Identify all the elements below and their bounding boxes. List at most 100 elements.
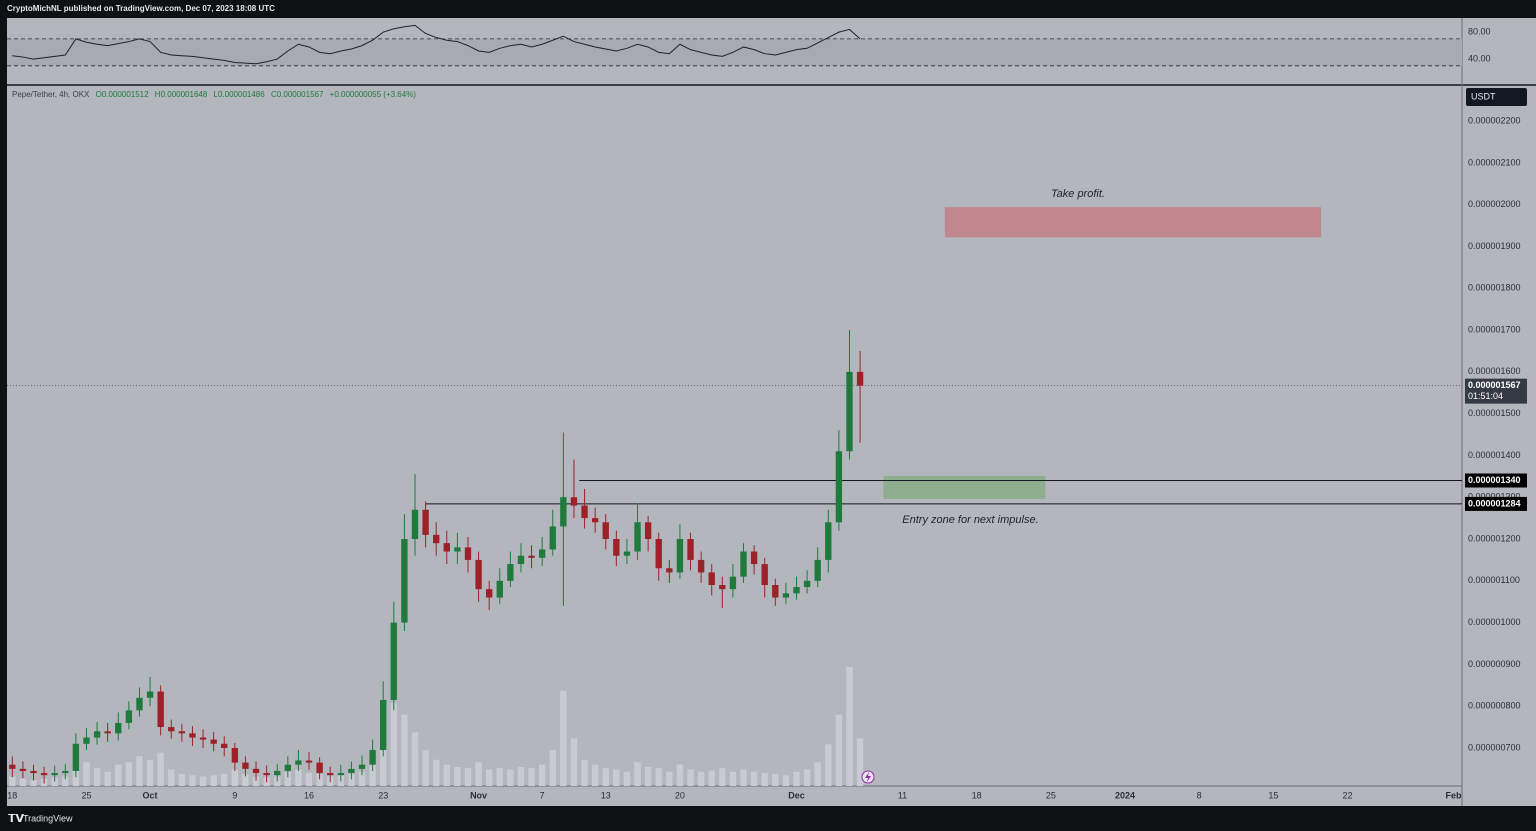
level-tag-label: 0.000001340	[1468, 475, 1521, 485]
level-tag-label: 0.000001284	[1468, 498, 1521, 508]
legend: Pepe/Tether, 4h, OKX O0.000001512 H0.000…	[12, 90, 416, 99]
price-pane	[7, 86, 1536, 806]
volume-bar	[644, 766, 652, 786]
candle-body	[793, 587, 800, 594]
volume-bar	[157, 752, 164, 786]
candle-body	[856, 371, 864, 386]
candle-body	[591, 518, 599, 523]
volume-bar	[401, 714, 408, 786]
candle-body	[634, 522, 641, 552]
countdown: 01:51:04	[1468, 391, 1503, 401]
volume-bar	[666, 771, 673, 786]
y-tick-label: 0.000000800	[1468, 701, 1521, 711]
volume-bar	[687, 769, 694, 786]
x-tick-label: Oct	[143, 790, 158, 800]
volume-bar	[433, 759, 440, 786]
brand: TradingView	[23, 813, 73, 823]
candle-body	[30, 770, 37, 774]
last-price-label: 0.000001567	[1468, 380, 1521, 390]
candle-body	[136, 697, 143, 711]
currency-label[interactable]: USDT	[1471, 91, 1496, 101]
candle-body	[846, 371, 853, 452]
volume-bar	[178, 774, 186, 786]
candle-body	[295, 760, 302, 765]
volume-bar	[719, 768, 726, 786]
zone-label: Entry zone for next impulse.	[902, 514, 1038, 526]
candle-body	[433, 534, 440, 544]
volume-bar	[316, 774, 323, 786]
volume-bar	[136, 756, 143, 786]
x-tick-label: 13	[601, 790, 611, 800]
volume-bar	[51, 777, 58, 786]
volume-bar	[613, 769, 620, 786]
volume-bar	[856, 738, 864, 786]
candle-body	[316, 762, 323, 774]
volume-bar	[485, 769, 493, 786]
y-tick-label: 0.000002100	[1468, 157, 1521, 167]
volume-bar	[634, 762, 641, 786]
publisher: CryptoMichNL published on TradingView.co…	[7, 4, 275, 13]
volume-bar	[30, 780, 37, 786]
y-tick-label: 0.000001100	[1468, 575, 1520, 585]
y-tick-label: 0.000001800	[1468, 283, 1521, 293]
candle-body	[115, 722, 122, 734]
candle-body	[401, 539, 408, 623]
currency-button[interactable]	[1466, 88, 1527, 106]
x-tick-label: Nov	[470, 790, 487, 800]
candle-body	[485, 589, 493, 598]
x-tick-label: 18	[7, 790, 17, 800]
volume-bar	[62, 776, 69, 786]
volume-layer	[9, 667, 864, 786]
legend-symbol: Pepe/Tether, 4h, OKX	[12, 90, 90, 99]
volume-bar	[199, 776, 207, 786]
y-tick-label: 0.000001200	[1468, 533, 1521, 543]
volume-bar	[252, 776, 260, 786]
candle-body	[761, 564, 768, 585]
volume-bar	[538, 764, 546, 786]
candle-body	[655, 539, 662, 569]
candle-body	[380, 699, 387, 751]
candle-body	[676, 539, 684, 573]
candle-body	[475, 559, 482, 590]
candle-body	[729, 576, 737, 590]
rsi-tick-label: 80.00	[1468, 27, 1491, 37]
volume-bar	[549, 750, 556, 786]
volume-bar	[146, 759, 154, 786]
candle-body	[40, 773, 48, 776]
rsi-line	[12, 24, 861, 65]
volume-bar	[793, 771, 800, 786]
rsi-layer	[7, 24, 1462, 67]
volume-bar	[295, 769, 302, 786]
zone-box	[944, 207, 1322, 238]
volume-bar	[221, 774, 228, 786]
candle-body	[517, 555, 525, 565]
y-tick-label: 0.000001000	[1468, 617, 1521, 627]
y-tick-label: 0.000001500	[1468, 408, 1521, 418]
volume-bar	[528, 768, 535, 786]
x-tick-label: 25	[1046, 790, 1056, 800]
candle-body	[570, 497, 578, 506]
x-tick-label: 20	[675, 790, 685, 800]
candle-body	[443, 543, 450, 552]
volume-bar	[750, 771, 758, 786]
volume-bar	[676, 764, 684, 786]
candle-body	[803, 580, 811, 588]
volume-bar	[19, 778, 27, 786]
candle-body	[125, 710, 133, 723]
candle-body	[750, 551, 758, 565]
candle-body	[602, 522, 609, 540]
candle-body	[708, 572, 715, 585]
candle-body	[411, 509, 419, 540]
level-tag	[1465, 473, 1527, 488]
y-tick-label: 0.000001600	[1468, 366, 1521, 376]
volume-bar	[475, 762, 482, 786]
volume-bar	[411, 732, 419, 786]
candle-body	[72, 743, 80, 771]
volume-bar	[115, 764, 122, 786]
legend-open: O0.000001512	[96, 90, 149, 99]
candle-body	[337, 773, 344, 776]
volume-bar	[305, 772, 313, 786]
x-tick-label: 15	[1268, 790, 1278, 800]
volume-bar	[581, 759, 588, 786]
candle-body	[93, 731, 101, 738]
